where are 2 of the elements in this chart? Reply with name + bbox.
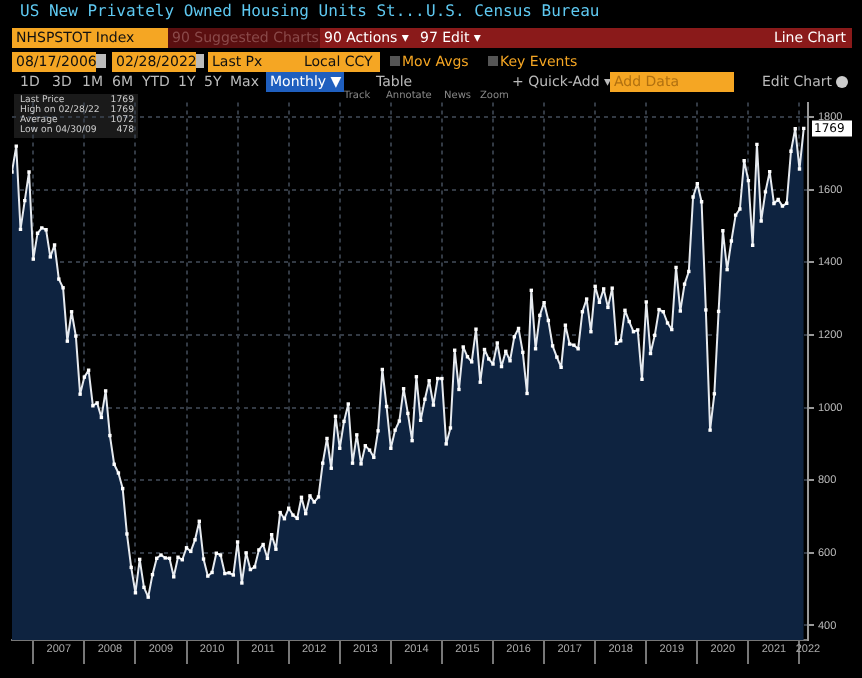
chart-title: US New Privately Owned Housing Units St...: [20, 0, 425, 24]
chart-subtitle: U.S. Census Bureau: [426, 0, 600, 24]
